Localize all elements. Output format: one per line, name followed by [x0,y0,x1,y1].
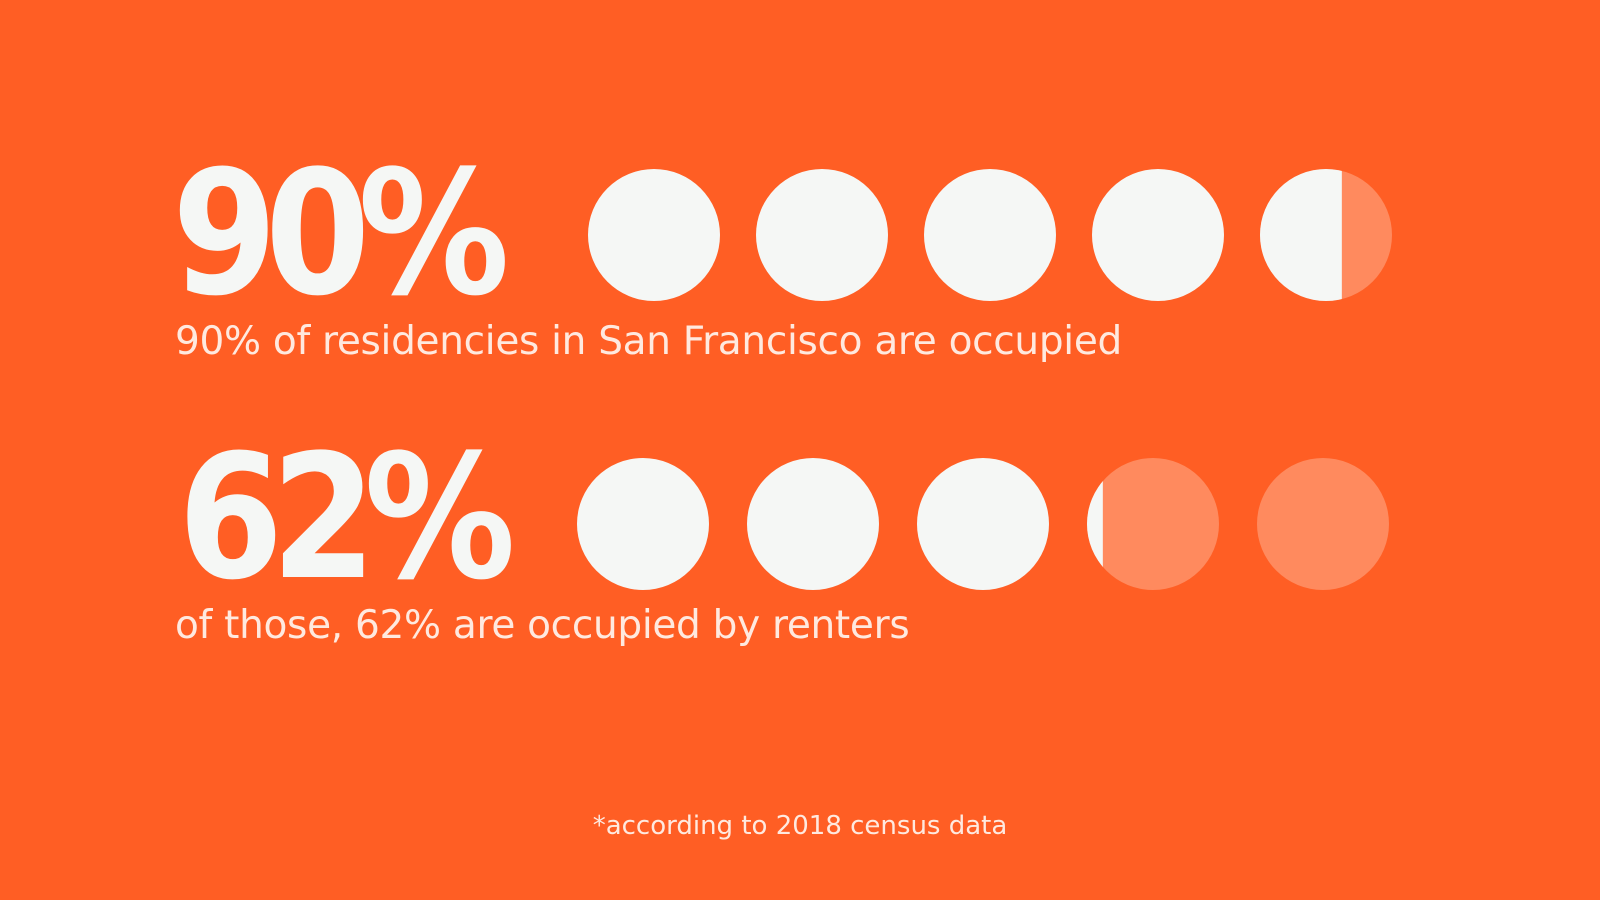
stat-value-occupied: 90% [172,133,510,334]
stat-value-renters: 62% [178,417,516,618]
dot-2-2 [747,458,879,590]
dot-1-2 [756,169,888,301]
dot-1-5 [1260,169,1392,301]
footnote: *according to 2018 census data [592,811,1008,841]
dot-1-1 [588,169,720,301]
dot-2-5 [1257,458,1389,590]
dot-2-1 [577,458,709,590]
stat-caption-renters: of those, 62% are occupied by renters [175,603,910,648]
dot-1-3 [924,169,1056,301]
stat-caption-occupied: 90% of residencies in San Francisco are … [175,319,1122,364]
dot-2-3 [917,458,1049,590]
dot-1-4 [1092,169,1224,301]
dot-2-4 [1087,458,1219,590]
